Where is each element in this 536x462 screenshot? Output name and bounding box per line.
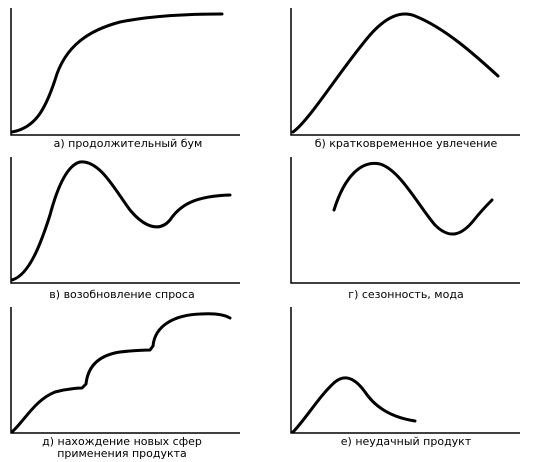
- panel-d-curve: [332, 161, 494, 236]
- panel-seasonality: г) сезонность, мода: [290, 157, 520, 301]
- panel-d-axes: [290, 157, 520, 284]
- panel-e-caption-line-2: применения продукта: [57, 447, 187, 460]
- panel-f-caption: е) неудачный продукт: [341, 435, 472, 448]
- panel-e-curve: [10, 312, 232, 434]
- panel-new-applications: д) нахождение новых сфер применения прод…: [10, 307, 240, 460]
- panel-d-caption: г) сезонность, мода: [348, 288, 463, 301]
- panel-f-curve: [291, 376, 417, 434]
- panel-unsuccessful-product: е) неудачный продукт: [290, 307, 520, 448]
- panel-b-curve: [291, 12, 500, 134]
- panel-short-lived-fad: б) кратковременное увлечение: [290, 8, 520, 150]
- panel-c-caption: в) возобновление спроса: [49, 288, 194, 301]
- panel-a-caption: а) продолжительный бум: [54, 137, 203, 150]
- panel-a-curve: [10, 12, 224, 134]
- panel-b-axes: [290, 8, 520, 136]
- panel-c-axes: [10, 157, 240, 284]
- panel-f-axes: [290, 307, 520, 434]
- panel-prolonged-boom: а) продолжительный бум: [10, 8, 240, 150]
- panel-renewed-demand: в) возобновление спроса: [10, 157, 240, 301]
- panel-e-axes: [10, 307, 240, 434]
- panel-c-curve: [10, 160, 232, 282]
- panel-a-axes: [10, 8, 240, 136]
- panel-b-caption: б) кратковременное увлечение: [315, 137, 498, 150]
- panel-e-caption-line-1: д) нахождение новых сфер: [42, 435, 202, 448]
